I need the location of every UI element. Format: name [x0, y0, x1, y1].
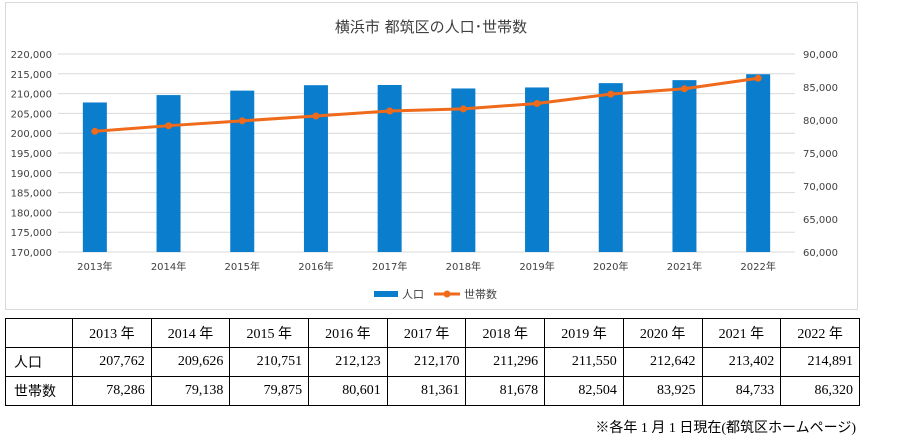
table-cell: 79,138 [150, 376, 231, 406]
table-cell: 213,402 [701, 347, 782, 377]
point-households [459, 105, 467, 113]
table-year-header: 2018 年 [465, 318, 546, 348]
x-tick-label: 2019年 [519, 260, 554, 273]
bar-population [303, 85, 328, 252]
y-left-tick-label: 220,000 [11, 50, 52, 61]
y-right-tick-label: 80,000 [803, 116, 838, 127]
legend-swatch-population [374, 291, 398, 297]
population-household-chart: 横浜市 都筑区の人口･世帯数 170,000 175,000 180,000 185,0… [11, 18, 838, 301]
point-households [754, 74, 762, 82]
table-cell: 207,762 [72, 347, 152, 377]
bar-population [672, 80, 697, 252]
chart-frame [5, 2, 858, 310]
point-households [312, 112, 320, 120]
table-year-header: 2013 年 [72, 318, 152, 348]
bar-population [746, 74, 771, 252]
table-year-header: 2014 年 [150, 318, 231, 348]
x-tick-label: 2018年 [446, 260, 481, 273]
table-cell: 78,286 [72, 376, 152, 406]
x-tick-label: 2016年 [298, 260, 333, 273]
x-tick-label: 2014年 [151, 260, 186, 273]
x-tick-label: 2022年 [740, 260, 775, 273]
y-right-tick-label: 75,000 [803, 149, 838, 160]
bar-population [598, 83, 623, 252]
line-households [94, 76, 759, 133]
table-cell: 81,678 [465, 376, 546, 406]
table-cell: 80,601 [308, 376, 388, 406]
table-cell: 79,875 [229, 376, 310, 406]
y-left-tick-label: 195,000 [11, 149, 52, 160]
y-left-tick-label: 210,000 [11, 90, 52, 101]
y-right-tick-label: 65,000 [803, 215, 838, 226]
point-households [238, 117, 246, 125]
point-households [533, 99, 541, 107]
table-cell: 212,123 [308, 347, 388, 377]
table-row-label: 人口 [5, 347, 73, 377]
x-tick-label: 2017年 [372, 260, 407, 273]
table-cell: 83,925 [622, 376, 703, 406]
y-right-tick-label: 60,000 [803, 248, 838, 259]
table-year-header: 2016 年 [308, 318, 388, 348]
table-year-header: 2022 年 [780, 318, 860, 348]
table-cell: 214,891 [780, 347, 860, 377]
y-left-tick-label: 215,000 [11, 70, 52, 81]
y-left-tick-label: 175,000 [11, 228, 52, 239]
y-right-tick-label: 70,000 [803, 182, 838, 193]
data-table: 2013 年 2014 年 2015 年 2016 年 2017 年 2018 年 2019… [5, 318, 860, 406]
bar-population [82, 102, 107, 252]
legend-label-households: 世帯数 [464, 288, 497, 301]
table-row-label: 世帯数 [5, 376, 73, 406]
table-year-header: 2020 年 [622, 318, 703, 348]
table-year-header: 2021 年 [701, 318, 782, 348]
y-left-tick-label: 200,000 [11, 129, 52, 140]
table-cell: 210,751 [229, 347, 310, 377]
bar-population [451, 88, 476, 253]
point-households [386, 107, 394, 115]
bar-population [156, 95, 181, 252]
table-year-header: 2019 年 [544, 318, 624, 348]
table-header-row: 2013 年 2014 年 2015 年 2016 年 2017 年 2018 年 2019… [5, 318, 860, 348]
x-tick-label: 2013年 [77, 260, 112, 273]
legend-label-population: 人口 [402, 288, 424, 301]
table-cell: 81,361 [386, 376, 467, 406]
table-corner-cell [5, 318, 73, 348]
point-households [607, 90, 615, 98]
table-cell: 212,642 [622, 347, 703, 377]
table-row: 世帯数 78,286 79,138 79,875 80,601 81,361 81,678 8… [5, 376, 860, 406]
table-cell: 86,320 [780, 376, 860, 406]
y-left-tick-label: 180,000 [11, 208, 52, 219]
table-cell: 84,733 [701, 376, 782, 406]
y-left-tick-label: 190,000 [11, 169, 52, 180]
table-cell: 209,626 [150, 347, 231, 377]
y-left-tick-label: 185,000 [11, 189, 52, 200]
table-year-header: 2017 年 [386, 318, 467, 348]
y-left-tick-label: 170,000 [11, 248, 52, 259]
table-cell: 211,550 [544, 347, 624, 377]
y-right-tick-label: 90,000 [803, 50, 838, 61]
y-right-tick-label: 85,000 [803, 83, 838, 94]
bar-population [525, 87, 550, 252]
chart-title: 横浜市 都筑区の人口･世帯数 [335, 18, 527, 36]
point-households [165, 122, 173, 130]
bar-population [230, 90, 255, 252]
table-cell: 212,170 [386, 347, 467, 377]
x-tick-label: 2015年 [225, 260, 260, 273]
point-households [680, 85, 688, 93]
point-households [91, 127, 99, 135]
table-cell: 82,504 [544, 376, 624, 406]
table-year-header: 2015 年 [229, 318, 310, 348]
source-note: ※各年 1 月 1 日現在(都筑区ホームページ) [595, 421, 856, 436]
legend-marker-households [443, 290, 451, 298]
x-tick-label: 2020年 [593, 260, 628, 273]
y-left-tick-label: 205,000 [11, 109, 52, 120]
table-cell: 211,296 [465, 347, 546, 377]
x-tick-label: 2021年 [667, 260, 702, 273]
table-row: 人口 207,762 209,626 210,751 212,123 212,170 211… [5, 347, 860, 377]
